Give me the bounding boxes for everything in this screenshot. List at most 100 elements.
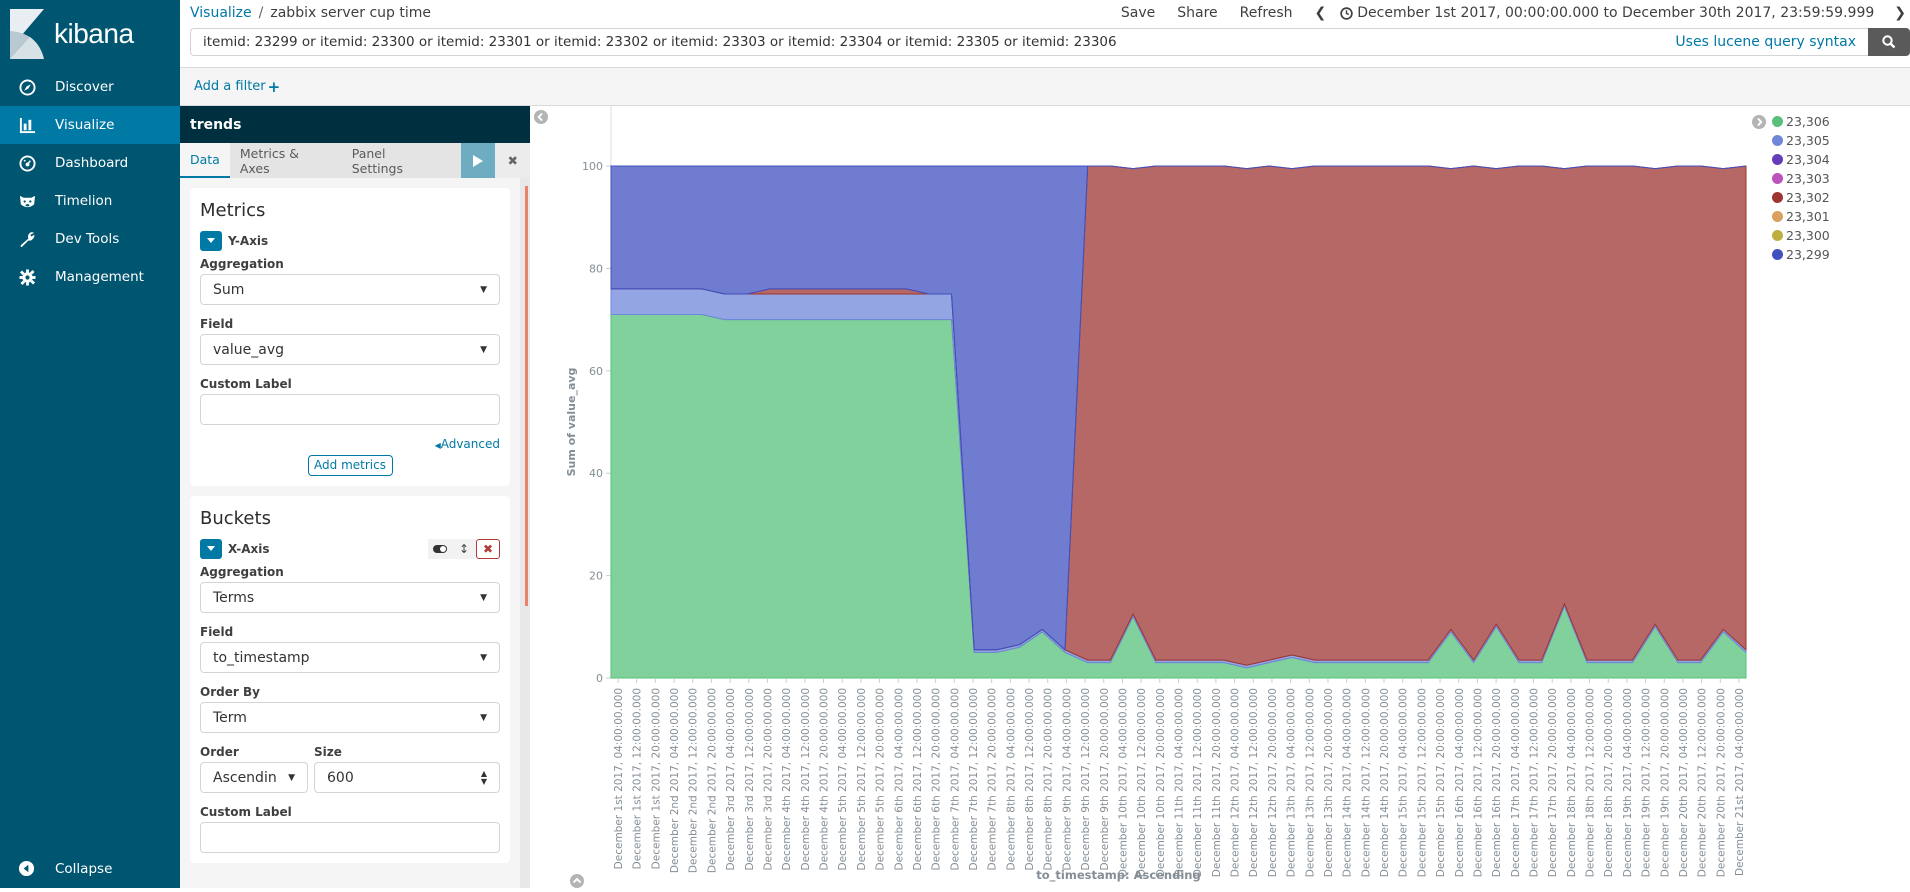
time-picker-button[interactable]: December 1st 2017, 00:00:00.000 to Decem… xyxy=(1340,5,1874,21)
close-icon: ✖ xyxy=(482,542,494,556)
y-axis-toggle-button[interactable] xyxy=(200,231,222,251)
legend-item[interactable]: 23,301 xyxy=(1772,207,1830,226)
collapse-sidebar-button[interactable] xyxy=(534,110,548,124)
sidebar-collapse-button[interactable]: Collapse xyxy=(0,850,180,888)
size-label: Size xyxy=(314,745,342,759)
page-title: zabbix server cup time xyxy=(270,5,432,21)
chevron-right-icon xyxy=(1757,117,1763,127)
legend-item[interactable]: 23,305 xyxy=(1772,131,1830,150)
svg-text:December 7th 2017, 12:00:00.00: December 7th 2017, 12:00:00.000 xyxy=(968,688,980,871)
svg-text:December 6th 2017, 04:00:00.00: December 6th 2017, 04:00:00.000 xyxy=(893,688,905,871)
sidebar-item-visualize[interactable]: Visualize xyxy=(0,106,180,144)
svg-text:December 16th 2017, 20:00:00.0: December 16th 2017, 20:00:00.000 xyxy=(1491,688,1503,877)
svg-text:December 20th 2017, 12:00:00.0: December 20th 2017, 12:00:00.000 xyxy=(1697,688,1709,877)
legend-label: 23,299 xyxy=(1786,247,1830,262)
sidebar-item-label: Discover xyxy=(55,79,114,95)
svg-text:December 16th 2017, 12:00:00.0: December 16th 2017, 12:00:00.000 xyxy=(1472,688,1484,877)
toggle-on-icon xyxy=(433,545,447,553)
custom-label-label: Custom Label xyxy=(200,377,292,391)
metric-aggregation-select[interactable]: Sum ▼ xyxy=(200,274,500,305)
svg-text:December 7th 2017, 20:00:00.00: December 7th 2017, 20:00:00.000 xyxy=(987,688,999,871)
query-input[interactable]: itemid: 23299 or itemid: 23300 or itemid… xyxy=(190,28,1868,56)
svg-text:December 1st 2017, 04:00:00.00: December 1st 2017, 04:00:00.000 xyxy=(613,688,625,869)
sidebar-item-label: Management xyxy=(55,269,144,285)
wrench-icon xyxy=(18,230,36,248)
aggregation-label: Aggregation xyxy=(200,257,284,271)
time-back-chevron-icon[interactable]: ❮ xyxy=(1314,5,1327,21)
tab-data[interactable]: Data xyxy=(180,143,230,178)
plus-icon[interactable]: + xyxy=(267,77,281,96)
svg-text:December 8th 2017, 20:00:00.00: December 8th 2017, 20:00:00.000 xyxy=(1043,688,1055,871)
svg-text:December 3rd 2017, 04:00:00.00: December 3rd 2017, 04:00:00.000 xyxy=(725,688,737,871)
toggle-aggregation-button[interactable] xyxy=(428,539,452,559)
index-pattern-title: trends xyxy=(180,106,530,143)
advanced-label: Advanced xyxy=(440,437,500,451)
metric-field-select[interactable]: value_avg ▼ xyxy=(200,334,500,365)
sidebar-item-discover[interactable]: Discover xyxy=(0,68,180,106)
order-select[interactable]: Ascendin ▼ xyxy=(200,762,308,793)
legend-toggle-button[interactable] xyxy=(1752,115,1766,129)
svg-text:December 2nd 2017, 20:00:00.00: December 2nd 2017, 20:00:00.000 xyxy=(706,688,718,873)
remove-aggregation-button[interactable]: ✖ xyxy=(476,539,500,559)
size-input[interactable]: 600 ▲ ▼ xyxy=(314,762,500,793)
x-axis-toggle-button[interactable] xyxy=(200,539,222,559)
svg-text:December 1st 2017, 12:00:00.00: December 1st 2017, 12:00:00.000 xyxy=(632,688,644,869)
legend-color-dot xyxy=(1772,173,1783,184)
time-forward-chevron-icon[interactable]: ❯ xyxy=(1894,5,1906,21)
apply-changes-button[interactable] xyxy=(460,143,496,178)
svg-text:December 13th 2017, 20:00:00.0: December 13th 2017, 20:00:00.000 xyxy=(1323,688,1335,877)
svg-text:60: 60 xyxy=(589,365,603,378)
caret-down-icon xyxy=(207,238,215,243)
breadcrumb-visualize-link[interactable]: Visualize xyxy=(190,5,252,21)
sidebar-item-management[interactable]: Management xyxy=(0,258,180,296)
compass-icon xyxy=(18,78,36,96)
kibana-logo[interactable]: kibana xyxy=(0,0,180,68)
legend-item[interactable]: 23,302 xyxy=(1772,188,1830,207)
svg-text:December 4th 2017, 04:00:00.00: December 4th 2017, 04:00:00.000 xyxy=(781,688,793,871)
select-value: Term xyxy=(213,709,247,726)
bucket-custom-label-input[interactable] xyxy=(200,822,500,853)
editor-scrollbar-thumb[interactable] xyxy=(525,186,528,606)
metric-custom-label-input[interactable] xyxy=(200,394,500,425)
add-filter-link[interactable]: Add a filter xyxy=(194,79,266,94)
legend-item[interactable]: 23,306 xyxy=(1772,112,1830,131)
svg-text:December 14th 2017, 20:00:00.0: December 14th 2017, 20:00:00.000 xyxy=(1379,688,1391,877)
sidebar-item-timelion[interactable]: Timelion xyxy=(0,182,180,220)
reorder-handle[interactable]: ↕ xyxy=(452,539,476,559)
legend-label: 23,305 xyxy=(1786,133,1830,148)
legend-item[interactable]: 23,303 xyxy=(1772,169,1830,188)
svg-text:December 10th 2017, 04:00:00.0: December 10th 2017, 04:00:00.000 xyxy=(1117,688,1129,877)
search-button[interactable] xyxy=(1868,28,1910,56)
bucket-aggregation-select[interactable]: Terms ▼ xyxy=(200,582,500,613)
buckets-section: Buckets X-Axis ↕ ✖ Aggregation Terms ▼ Fi… xyxy=(190,496,510,863)
sidebar-item-label: Dev Tools xyxy=(55,231,120,247)
svg-text:December 7th 2017, 04:00:00.00: December 7th 2017, 04:00:00.000 xyxy=(949,688,961,871)
aggregation-label: Aggregation xyxy=(200,565,284,579)
refresh-button[interactable]: Refresh xyxy=(1239,5,1293,21)
query-text[interactable]: itemid: 23299 or itemid: 23300 or itemid… xyxy=(203,34,1117,50)
legend-item[interactable]: 23,299 xyxy=(1772,245,1830,264)
sidebar-item-dashboard[interactable]: Dashboard xyxy=(0,144,180,182)
stacked-area-chart[interactable]: 0 20 40 60 80 100 Sum of value_avg December 1st… xyxy=(530,106,1910,888)
svg-text:December 15th 2017, 12:00:00.0: December 15th 2017, 12:00:00.000 xyxy=(1416,688,1428,877)
advanced-toggle-link[interactable]: ◀Advanced xyxy=(200,437,500,451)
tab-metrics-axes[interactable]: Metrics & Axes xyxy=(239,145,299,176)
bucket-field-select[interactable]: to_timestamp ▼ xyxy=(200,642,500,673)
lucene-syntax-link[interactable]: Uses lucene query syntax xyxy=(1675,34,1856,50)
legend-item[interactable]: 23,304 xyxy=(1772,150,1830,169)
order-by-select[interactable]: Term ▼ xyxy=(200,702,500,733)
collapse-spy-panel-button[interactable] xyxy=(570,874,584,888)
add-metrics-button[interactable]: Add metrics xyxy=(307,455,393,476)
number-stepper-icon[interactable]: ▲ ▼ xyxy=(480,768,487,786)
discard-changes-button[interactable]: ✖ xyxy=(495,143,530,178)
tab-panel-settings[interactable]: Panel Settings xyxy=(351,145,403,176)
svg-text:December 17th 2017, 20:00:00.0: December 17th 2017, 20:00:00.000 xyxy=(1547,688,1559,877)
svg-text:December 18th 2017, 04:00:00.0: December 18th 2017, 04:00:00.000 xyxy=(1566,688,1578,877)
order-label: Order xyxy=(200,745,239,759)
legend-color-dot xyxy=(1772,135,1783,146)
legend-item[interactable]: 23,300 xyxy=(1772,226,1830,245)
save-button[interactable]: Save xyxy=(1120,5,1156,21)
share-button[interactable]: Share xyxy=(1177,5,1218,21)
sidebar-item-dev-tools[interactable]: Dev Tools xyxy=(0,220,180,258)
visualization-chart: 0 20 40 60 80 100 Sum of value_avg December 1st… xyxy=(530,106,1910,888)
